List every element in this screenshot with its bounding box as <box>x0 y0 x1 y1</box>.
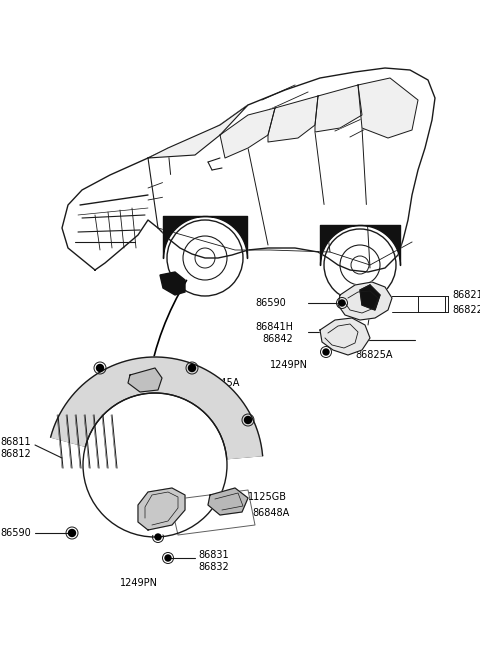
Polygon shape <box>62 68 435 272</box>
Text: 86821B: 86821B <box>452 290 480 300</box>
Polygon shape <box>315 85 362 132</box>
Circle shape <box>165 555 171 561</box>
Circle shape <box>323 349 329 355</box>
Polygon shape <box>358 78 418 138</box>
Polygon shape <box>208 488 248 515</box>
Text: 86831: 86831 <box>198 550 228 560</box>
Polygon shape <box>220 108 275 158</box>
Text: 1125GB: 1125GB <box>248 492 287 502</box>
Text: 86832: 86832 <box>198 562 229 572</box>
Polygon shape <box>268 96 318 142</box>
Text: 86590: 86590 <box>0 528 31 538</box>
Polygon shape <box>128 368 162 392</box>
Text: 1249PN: 1249PN <box>270 360 308 370</box>
Circle shape <box>69 529 75 537</box>
Polygon shape <box>320 318 370 355</box>
Text: 86822B: 86822B <box>452 305 480 315</box>
Text: 86842: 86842 <box>262 334 293 344</box>
Text: 86812: 86812 <box>0 449 31 459</box>
Polygon shape <box>160 272 185 295</box>
Text: 86811: 86811 <box>0 437 31 447</box>
Circle shape <box>189 365 195 371</box>
Text: 86841H: 86841H <box>255 322 293 332</box>
Polygon shape <box>51 357 263 459</box>
Circle shape <box>96 365 104 371</box>
Polygon shape <box>148 105 248 158</box>
Polygon shape <box>138 488 185 530</box>
Polygon shape <box>360 285 380 310</box>
Polygon shape <box>338 282 392 320</box>
Circle shape <box>244 417 252 424</box>
Text: 86590: 86590 <box>255 298 286 308</box>
Text: 1249PN: 1249PN <box>120 578 158 588</box>
Text: 86825A: 86825A <box>355 350 393 360</box>
Circle shape <box>339 300 345 306</box>
Text: 84145A: 84145A <box>202 378 240 388</box>
Circle shape <box>155 534 161 540</box>
Circle shape <box>85 395 225 535</box>
Text: 86848A: 86848A <box>252 508 289 518</box>
